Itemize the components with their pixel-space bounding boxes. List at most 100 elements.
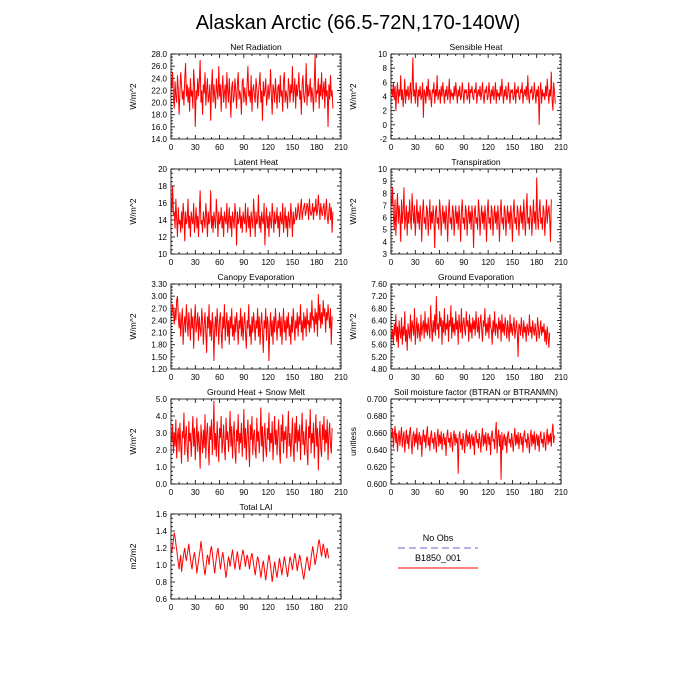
y-tick-label: 20.0 [151,99,167,108]
panel: Canopy Evaporation W/m^2 0 30 60 90 120 150 180 2… [128,272,348,382]
x-tick-label: 0 [169,603,174,612]
y-tick-label: 5.20 [371,353,387,362]
x-tick-label: 180 [530,373,544,382]
series-line-B1850_001 [391,296,551,357]
x-tick-label: 0 [389,143,394,152]
x-tick-label: 0 [169,143,174,152]
x-tick-label: 150 [286,603,300,612]
x-tick-label: 150 [506,488,520,497]
x-tick-label: 0 [389,488,394,497]
y-tick-label: 12 [158,233,167,242]
y-tick-label: 4 [383,93,388,102]
x-tick-label: 0 [169,258,174,267]
y-tick-label: 3 [383,250,388,259]
x-tick-label: 180 [310,373,324,382]
y-tick-label: 2 [383,107,388,116]
x-tick-label: 150 [286,143,300,152]
y-tick-label: 26.0 [151,62,167,71]
panel-title: Sensible Heat [450,42,504,52]
x-tick-label: 120 [261,488,275,497]
x-tick-label: 180 [530,143,544,152]
series-line-B1850_001 [391,421,556,480]
panel: Soil moisture factor (BTRAN or BTRANMN) u… [348,387,568,497]
x-tick-label: 150 [506,373,520,382]
y-tick-label: 1.6 [156,510,168,519]
y-tick-label: 10 [378,165,387,174]
x-tick-label: 120 [481,373,495,382]
x-tick-label: 30 [191,488,200,497]
y-tick-label: 22.0 [151,86,167,95]
panel: Latent Heat W/m^2 0 30 60 90 120 150 180 210 10 12 1… [128,157,348,267]
y-tick-label: 24.0 [151,74,167,83]
x-tick-label: 120 [261,143,275,152]
panel-title: Ground Evaporation [438,272,514,282]
x-tick-label: 90 [459,373,468,382]
x-tick-label: 180 [310,488,324,497]
y-tick-label: 2.0 [156,446,168,455]
x-tick-label: 0 [389,258,394,267]
y-tick-label: 0.620 [367,463,388,472]
y-tick-label: 3.00 [151,292,167,301]
y-tick-label: 2.40 [151,316,167,325]
y-axis-title: W/m^2 [348,313,358,339]
main-title: Alaskan Arctic (66.5-72N,170-140W) [196,12,521,34]
x-tick-label: 30 [191,143,200,152]
x-tick-label: 0 [169,373,174,382]
series-line-B1850_001 [171,294,333,361]
y-tick-label: 6.40 [371,316,387,325]
panel-title: Ground Heat + Snow Melt [207,387,306,397]
x-tick-label: 180 [530,488,544,497]
panel: Ground Heat + Snow Melt W/m^2 0 30 60 90 120 15… [128,387,348,497]
x-tick-label: 90 [459,488,468,497]
series-line-B1850_001 [391,57,556,125]
y-tick-label: 0.680 [367,412,388,421]
y-tick-label: 2.70 [151,304,167,313]
y-tick-label: 3.30 [151,280,167,289]
x-tick-label: 30 [191,258,200,267]
y-tick-label: 0.660 [367,429,388,438]
x-tick-label: 60 [435,488,444,497]
y-tick-label: 18.0 [151,111,167,120]
y-tick-label: 6 [383,214,388,223]
y-tick-label: 7 [383,201,388,210]
y-tick-label: 0.8 [156,578,168,587]
x-tick-label: 180 [310,603,324,612]
panel-title: Canopy Evaporation [217,272,294,282]
x-tick-label: 30 [191,373,200,382]
x-tick-label: 150 [286,373,300,382]
x-tick-label: 60 [215,143,224,152]
y-tick-label: 5.60 [371,341,387,350]
x-tick-label: 60 [435,143,444,152]
y-tick-label: 14 [158,216,167,225]
x-tick-label: 120 [481,488,495,497]
y-tick-label: 8 [383,64,388,73]
y-tick-label: 0.6 [156,595,168,604]
y-axis-title: W/m^2 [348,198,358,224]
x-tick-label: 210 [554,488,568,497]
series-line-B1850_001 [171,532,330,583]
panel: Transpiration W/m^2 0 30 60 90 120 150 180 210 3 4 5… [348,157,568,267]
y-tick-label: 3.0 [156,429,168,438]
series-line-B1850_001 [171,400,333,471]
y-tick-label: 1.0 [156,561,168,570]
y-tick-label: 18 [158,182,167,191]
y-tick-label: 1.2 [156,544,168,553]
series-line-B1850_001 [171,185,334,246]
x-tick-label: 210 [334,143,348,152]
x-tick-label: 30 [411,373,420,382]
y-tick-label: 6 [383,78,388,87]
x-tick-label: 90 [239,258,248,267]
y-tick-label: 1.80 [151,341,167,350]
x-tick-label: 120 [261,258,275,267]
y-axis-title: W/m^2 [128,198,138,224]
y-tick-label: 7.60 [371,280,387,289]
x-tick-label: 60 [215,603,224,612]
x-tick-label: 120 [261,373,275,382]
plot-frame [170,513,342,600]
y-tick-label: 6.80 [371,304,387,313]
y-tick-label: 10 [378,50,387,59]
y-tick-label: 1.20 [151,365,167,374]
panel-title: Soil moisture factor (BTRAN or BTRANMN) [394,387,558,397]
y-tick-label: 7.20 [371,292,387,301]
